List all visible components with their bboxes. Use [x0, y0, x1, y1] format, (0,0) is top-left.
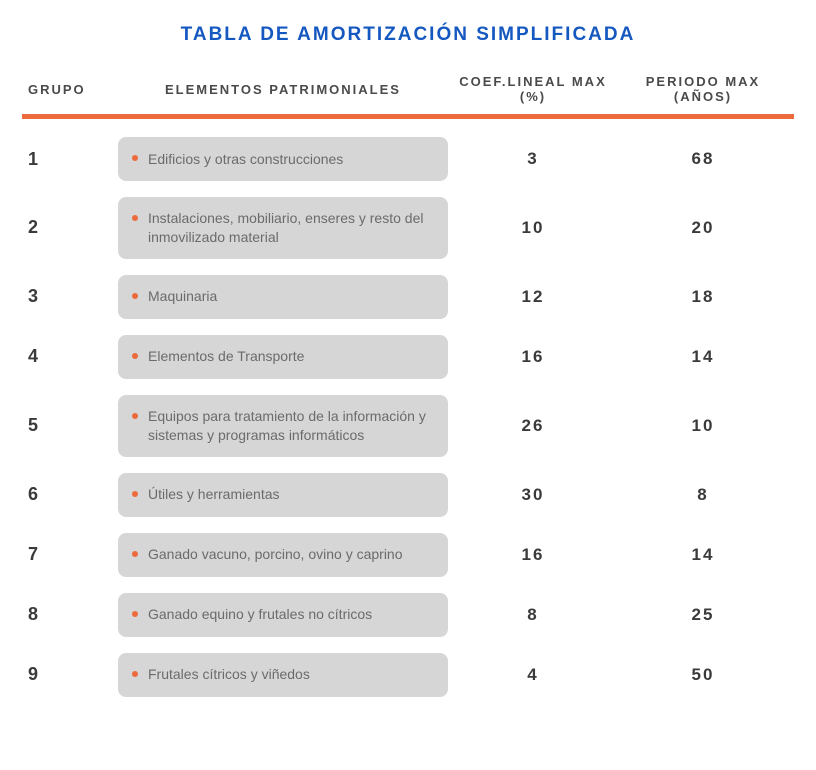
table-header-row: GRUPO ELEMENTOS PATRIMONIALES COEF.LINEA… — [22, 74, 794, 114]
grupo-value: 2 — [28, 217, 118, 238]
elemento-label: Ganado vacuno, porcino, ovino y caprino — [148, 545, 403, 564]
table-row: 9 Frutales cítricos y viñedos 450 — [28, 653, 788, 697]
elemento-pill: Ganado equino y frutales no cítricos — [118, 593, 448, 637]
elemento-label: Elementos de Transporte — [148, 347, 304, 366]
elemento-pill: Frutales cítricos y viñedos — [118, 653, 448, 697]
header-periodo: PERIODO MAX (AÑOS) — [618, 74, 788, 104]
elemento-pill: Elementos de Transporte — [118, 335, 448, 379]
table-row: 4 Elementos de Transporte 1614 — [28, 335, 788, 379]
table-row: 3 Maquinaria 1218 — [28, 275, 788, 319]
periodo-value: 14 — [618, 545, 788, 565]
grupo-value: 7 — [28, 544, 118, 565]
table-row: 7 Ganado vacuno, porcino, ovino y caprino… — [28, 533, 788, 577]
periodo-value: 14 — [618, 347, 788, 367]
coef-value: 16 — [448, 545, 618, 565]
coef-value: 3 — [448, 149, 618, 169]
elemento-pill: Ganado vacuno, porcino, ovino y caprino — [118, 533, 448, 577]
table-body: 1Edificios y otras construcciones3682Ins… — [22, 137, 794, 697]
table-row: 6 Útiles y herramientas 308 — [28, 473, 788, 517]
periodo-value: 68 — [618, 149, 788, 169]
elemento-pill: Maquinaria — [118, 275, 448, 319]
elemento-label: Edificios y otras construcciones — [148, 150, 343, 169]
header-divider — [22, 114, 794, 119]
page-title: TABLA DE AMORTIZACIÓN SIMPLIFICADA — [22, 24, 794, 46]
periodo-value: 18 — [618, 287, 788, 307]
grupo-value: 4 — [28, 346, 118, 367]
grupo-value: 5 — [28, 415, 118, 436]
periodo-value: 25 — [618, 605, 788, 625]
elemento-pill: Útiles y herramientas — [118, 473, 448, 517]
elemento-label: Instalaciones, mobiliario, enseres y res… — [148, 209, 432, 247]
periodo-value: 8 — [618, 485, 788, 505]
elemento-pill: Equipos para tratamiento de la informaci… — [118, 395, 448, 457]
header-elementos: ELEMENTOS PATRIMONIALES — [118, 82, 448, 97]
periodo-value: 50 — [618, 665, 788, 685]
coef-value: 12 — [448, 287, 618, 307]
grupo-value: 3 — [28, 286, 118, 307]
coef-value: 4 — [448, 665, 618, 685]
table-row: 2 Instalaciones, mobiliario, enseres y re… — [28, 197, 788, 259]
grupo-value: 1 — [28, 149, 118, 170]
periodo-value: 20 — [618, 218, 788, 238]
grupo-value: 8 — [28, 604, 118, 625]
table-row: 5 Equipos para tratamiento de la informac… — [28, 395, 788, 457]
coef-value: 26 — [448, 416, 618, 436]
table-row: 8Ganado equino y frutales no cítricos825 — [28, 593, 788, 637]
elemento-pill: Instalaciones, mobiliario, enseres y res… — [118, 197, 448, 259]
elemento-label: Frutales cítricos y viñedos — [148, 665, 310, 684]
coef-value: 30 — [448, 485, 618, 505]
periodo-value: 10 — [618, 416, 788, 436]
grupo-value: 6 — [28, 484, 118, 505]
elemento-label: Ganado equino y frutales no cítricos — [148, 605, 372, 624]
coef-value: 16 — [448, 347, 618, 367]
header-coef: COEF.LINEAL MAX (%) — [448, 74, 618, 104]
coef-value: 10 — [448, 218, 618, 238]
grupo-value: 9 — [28, 664, 118, 685]
header-grupo: GRUPO — [28, 82, 118, 97]
coef-value: 8 — [448, 605, 618, 625]
elemento-pill: Edificios y otras construcciones — [118, 137, 448, 181]
elemento-label: Maquinaria — [148, 287, 217, 306]
elemento-label: Equipos para tratamiento de la informaci… — [148, 407, 432, 445]
table-row: 1 Edificios y otras construcciones 368 — [28, 137, 788, 181]
elemento-label: Útiles y herramientas — [148, 485, 280, 504]
